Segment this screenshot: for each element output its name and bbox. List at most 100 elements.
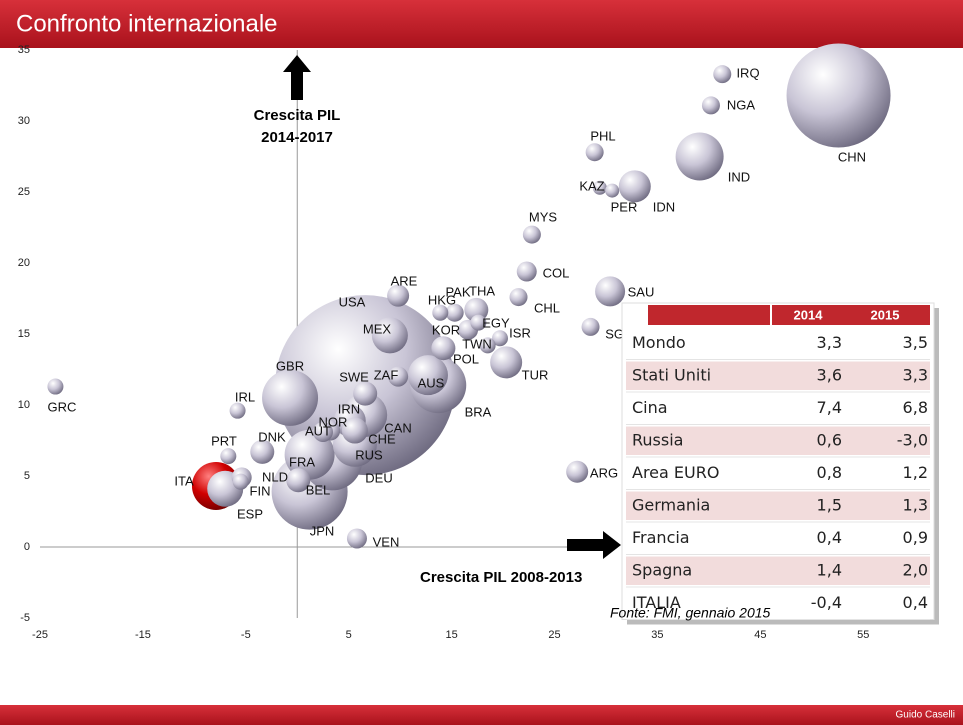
- bubble-label: IRQ: [736, 65, 759, 80]
- table-cell: Germania: [632, 495, 710, 514]
- bubble-label: AUT: [305, 423, 331, 438]
- x-tick-label: 15: [445, 629, 457, 641]
- bubble: [220, 448, 237, 465]
- table-cell: 3,6: [817, 365, 842, 384]
- bubble-label: PHL: [590, 128, 615, 143]
- bubble-label: RUS: [355, 447, 383, 462]
- bubble: [353, 381, 378, 406]
- bubble-label: THA: [469, 283, 495, 298]
- source: Fonte: FMI, gennaio 2015: [610, 605, 771, 621]
- bubble: [229, 402, 246, 419]
- table-cell: -0,4: [811, 593, 842, 612]
- footer-author: Guido Caselli: [896, 710, 955, 721]
- table-cell: 1,2: [903, 463, 928, 482]
- bubble-label: SAU: [628, 284, 655, 299]
- x-tick-label: 35: [651, 629, 663, 641]
- bubble: [407, 355, 448, 396]
- bubble-label: DEU: [365, 470, 392, 485]
- y-tick-label: 30: [18, 115, 30, 127]
- bubble-label: FRA: [289, 454, 315, 469]
- y-tick-label: 15: [18, 328, 30, 340]
- table-cell: 0,8: [817, 463, 842, 482]
- bubble: [232, 473, 249, 490]
- up-arrow: [283, 55, 311, 100]
- bubble-label: DNK: [258, 429, 286, 444]
- bubble: [432, 304, 449, 321]
- table-cell: Area EURO: [632, 463, 719, 482]
- bubble-label: IRN: [338, 401, 360, 416]
- bubble: [618, 170, 651, 203]
- y-tick-label: -5: [20, 612, 30, 624]
- bubble: [431, 336, 456, 361]
- y-tick-label: 10: [18, 399, 30, 411]
- bubble-label: CHE: [368, 431, 396, 446]
- bubble-label: CHN: [838, 149, 866, 164]
- bubble-label: NLD: [262, 469, 288, 484]
- bubble: [490, 346, 523, 379]
- data-table: 2014 2015 Mondo 3,3 3,5 Stati Uniti 3,6 3,3 Cina…: [621, 302, 939, 625]
- table-row-bg: [626, 491, 930, 520]
- y-axis-label: 2014-2017: [261, 129, 333, 146]
- bubble-label: PRT: [211, 433, 237, 448]
- bubble-label: MEX: [363, 321, 392, 336]
- table-cell: Stati Uniti: [632, 365, 711, 384]
- bubble-label: BEL: [306, 482, 331, 497]
- bubble-label: BRA: [465, 404, 492, 419]
- bubble: [346, 528, 367, 549]
- bubble: [581, 317, 600, 336]
- bubble-label: COL: [543, 265, 570, 280]
- bubble: [341, 417, 368, 444]
- bubble-label: PER: [611, 199, 638, 214]
- bubble-label: GBR: [276, 358, 304, 373]
- table-cell: ITALIA: [632, 593, 681, 612]
- table-cell: 0,9: [903, 528, 928, 547]
- bubble: [713, 65, 732, 84]
- table-cell: Russia: [632, 430, 683, 449]
- table-cell: 7,4: [817, 398, 842, 417]
- table-cell: 1,5: [817, 495, 842, 514]
- bubble: [592, 180, 607, 195]
- table-cell: 3,5: [903, 333, 928, 352]
- x-tick-label: -25: [32, 629, 48, 641]
- bubble: [284, 429, 335, 480]
- table-header-bg: [772, 305, 930, 325]
- header-bar: [0, 0, 963, 48]
- bubble-label: USA: [339, 294, 366, 309]
- bubble-label: NOR: [319, 414, 348, 429]
- bubble-label: ESP: [237, 506, 263, 521]
- table-cell: 1,3: [903, 495, 928, 514]
- bubble-label: MYS: [529, 209, 558, 224]
- bubble: [445, 303, 464, 322]
- bubble-label: ISR: [509, 325, 531, 340]
- y-tick-label: 20: [18, 257, 30, 269]
- bubble-label: IND: [728, 169, 750, 184]
- table-cell: Spagna: [632, 560, 692, 579]
- bubble: [701, 96, 720, 115]
- bubble: [605, 183, 620, 198]
- bubble-label: VEN: [373, 534, 400, 549]
- slide-title: Confronto internazionale: [16, 10, 278, 37]
- bubble: [509, 288, 528, 307]
- bubble-label: NGA: [727, 97, 756, 112]
- bubble-label: ITA: [174, 473, 194, 488]
- bubble: [388, 366, 409, 387]
- right-arrow: [567, 531, 621, 559]
- bubble-label: IRL: [235, 389, 255, 404]
- bubble: [491, 330, 508, 347]
- bubble: [675, 132, 724, 181]
- table-header-left: [648, 305, 770, 325]
- bubble-label: ARE: [391, 273, 418, 288]
- table-row-bg: [626, 361, 930, 390]
- bubble-label: IDN: [653, 199, 675, 214]
- bubble: [585, 143, 604, 162]
- table-cell: Francia: [632, 528, 690, 547]
- x-tick-label: -5: [241, 629, 251, 641]
- bubble: [250, 439, 275, 464]
- bubble-label: POL: [453, 351, 479, 366]
- bubble-label: CHL: [534, 300, 560, 315]
- bubble: [312, 421, 333, 442]
- bubble-label: TWN: [462, 336, 492, 351]
- table-row-bg: [626, 426, 930, 455]
- y-tick-label: 5: [24, 470, 30, 482]
- y-tick-label: 0: [24, 541, 30, 553]
